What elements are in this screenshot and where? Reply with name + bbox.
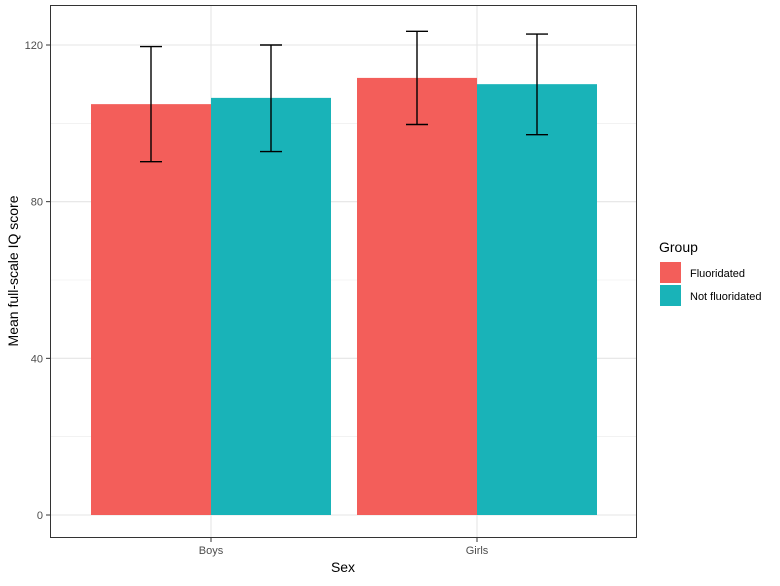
y-tick-label: 0 — [37, 510, 43, 522]
error-bars — [140, 30, 548, 163]
bar-fluoridated-boys — [91, 104, 211, 516]
y-tick-label: 40 — [31, 353, 43, 365]
y-axis-title: Mean full-scale IQ score — [5, 195, 21, 346]
legend: Group Fluoridated Not fluoridated — [659, 239, 762, 306]
legend-title: Group — [659, 239, 698, 255]
bars — [91, 77, 597, 516]
y-tick-label: 120 — [25, 40, 43, 52]
x-tick-label: Girls — [466, 545, 489, 557]
bar-not-fluoridated-boys — [211, 97, 331, 515]
legend-label: Not fluoridated — [690, 291, 762, 303]
bar-fluoridated-girls — [357, 77, 477, 516]
x-axis-title: Sex — [331, 559, 355, 575]
legend-swatch — [660, 285, 681, 306]
legend-swatch — [660, 262, 681, 283]
axes: 0 40 80 120 Boys Girls — [25, 40, 489, 557]
legend-label: Fluoridated — [690, 268, 745, 280]
plot-panel-border — [50, 5, 637, 538]
x-tick-label: Boys — [199, 545, 224, 557]
y-tick-label: 80 — [31, 197, 43, 209]
bar-not-fluoridated-girls — [477, 84, 597, 516]
